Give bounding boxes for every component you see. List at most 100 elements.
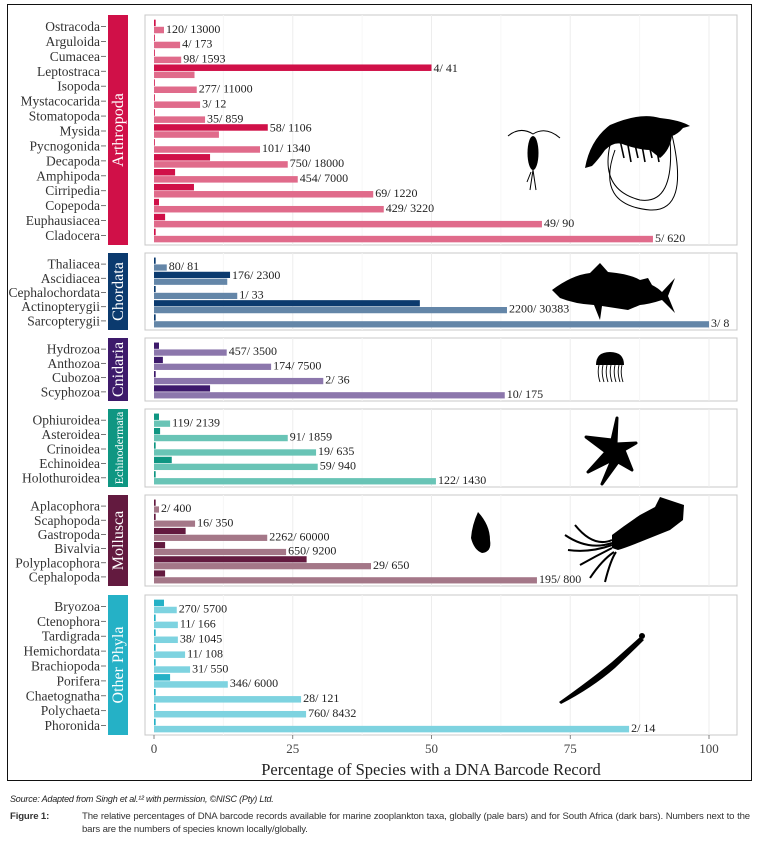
data-label: 429/ 3220 <box>386 201 434 215</box>
bar-global <box>154 520 196 527</box>
bar-south-africa <box>154 94 155 101</box>
snail-shell-silhouette <box>471 512 491 553</box>
taxon-label: Asteroidea <box>42 427 100 442</box>
bar-global <box>154 116 206 123</box>
data-label: 4/ 41 <box>434 61 458 75</box>
data-label: 2262/ 60000 <box>269 529 329 543</box>
bar-south-africa <box>154 427 161 435</box>
bar-south-africa <box>154 513 156 520</box>
bar-south-africa <box>154 556 307 563</box>
bar-global <box>154 363 272 370</box>
data-label: 11/ 166 <box>180 617 216 631</box>
bar-global <box>154 710 307 718</box>
bar-south-africa <box>154 271 231 278</box>
bar-south-africa <box>154 124 268 131</box>
bar-global <box>154 420 171 427</box>
bar-global <box>154 101 201 108</box>
data-label: 120/ 13000 <box>166 22 220 36</box>
taxon-label: Mysida <box>60 124 101 139</box>
bar-global <box>154 176 298 183</box>
panel-cnidaria: Cnidaria Hydrozoa 457/ 3500 Anthozoa 174/ 75… <box>41 337 738 402</box>
x-tick-label: 50 <box>425 741 438 756</box>
taxon-label: Sarcopterygii <box>27 313 100 328</box>
taxon-label: Euphausiacea <box>26 213 100 228</box>
taxon-label: Arguloida <box>46 34 101 49</box>
bar-south-africa <box>154 599 164 607</box>
phylum-strip <box>108 15 128 245</box>
arrow-worm-head <box>639 633 645 639</box>
x-axis: 0 25 50 75 100 Percentage of Species with a D… <box>151 735 719 779</box>
bar-south-africa <box>154 629 156 636</box>
bar-global <box>154 621 178 629</box>
caption-label: Figure 1: <box>10 811 50 822</box>
jellyfish-tentacle <box>601 364 605 383</box>
x-axis-title: Percentage of Species with a DNA Barcode… <box>261 760 601 779</box>
bar-south-africa <box>154 198 159 206</box>
bar-south-africa <box>154 356 163 364</box>
panel-border <box>144 408 738 488</box>
bar-global <box>154 506 159 513</box>
data-label: 650/ 9200 <box>288 544 336 558</box>
taxon-label: Chaetognatha <box>26 688 100 703</box>
bar-global <box>154 651 186 658</box>
bar-global <box>154 696 302 703</box>
bar-south-africa <box>154 614 156 622</box>
taxon-label: Anthozoa <box>48 356 100 371</box>
bar-global <box>154 725 630 733</box>
jellyfish-tentacle <box>620 364 624 383</box>
squid-tentacle <box>589 551 615 579</box>
bar-south-africa <box>154 154 211 161</box>
taxon-label: Echinoidea <box>39 456 100 471</box>
taxon-label: Amphipoda <box>36 168 100 183</box>
data-label: 760/ 8432 <box>308 706 356 720</box>
phylum-label: Arthropoda <box>110 93 127 167</box>
taxon-label: Ctenophora <box>37 614 100 629</box>
panel-other-phyla: Other Phyla Bryozoa 270/ 5700 Ctenophora 11/… <box>24 594 738 736</box>
data-label: 174/ 7500 <box>273 358 321 372</box>
data-label: 122/ 1430 <box>438 473 486 487</box>
barcode-chart: Arthropoda Ostracoda 120/ 13000 Arguloida 4/… <box>9 14 738 779</box>
data-label: 49/ 90 <box>544 216 574 230</box>
starfish-silhouette <box>584 416 638 486</box>
data-label: 19/ 635 <box>318 444 354 458</box>
bar-south-africa <box>154 257 156 264</box>
jellyfish-tentacle <box>605 364 609 383</box>
squid-tentacle <box>574 524 613 544</box>
shrimp-leg <box>633 139 639 159</box>
silhouettes <box>471 116 690 704</box>
bar-global <box>154 86 197 93</box>
data-label: 69/ 1220 <box>375 186 417 200</box>
data-label: 119/ 2139 <box>172 415 220 429</box>
bar-south-africa <box>154 542 166 549</box>
bar-south-africa <box>154 570 166 577</box>
data-label: 2/ 400 <box>161 501 191 515</box>
shell-body <box>471 512 491 553</box>
data-label: 176/ 2300 <box>232 268 280 282</box>
bar-global <box>154 26 164 34</box>
bar-south-africa <box>154 456 172 464</box>
bar-south-africa <box>154 314 156 321</box>
taxon-label: Cephalochordata <box>9 285 100 300</box>
fish-silhouette <box>552 263 675 320</box>
data-label: 195/ 800 <box>539 572 581 586</box>
jellyfish-tentacle <box>617 364 621 383</box>
data-label: 2200/ 30383 <box>509 302 569 316</box>
taxon-label: Cephalopoda <box>29 569 100 584</box>
data-label: 3/ 12 <box>202 96 226 110</box>
taxon-label: Cubozoa <box>52 370 100 385</box>
taxon-label: Polyplacophora <box>15 555 100 570</box>
bar-global <box>154 563 372 570</box>
bar-south-africa <box>154 79 155 86</box>
bar-south-africa <box>154 139 155 146</box>
bar-global <box>154 434 288 442</box>
arrow-worm-body <box>559 637 644 704</box>
bar-global <box>154 606 177 614</box>
shrimp-leg <box>626 139 632 163</box>
shrimp-antenna <box>607 139 672 201</box>
caption-text: The relative percentages of DNA barcode … <box>82 811 750 835</box>
bar-south-africa <box>154 300 420 307</box>
taxon-label: Isopoda <box>57 79 100 94</box>
data-label: 31/ 550 <box>192 661 228 675</box>
phylum-label: Cnidaria <box>110 342 127 397</box>
bar-south-africa <box>154 213 166 221</box>
